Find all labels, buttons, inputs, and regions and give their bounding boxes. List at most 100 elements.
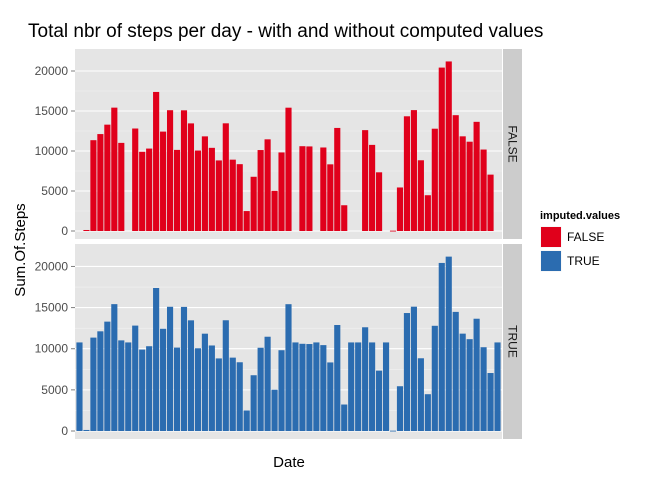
bar — [153, 287, 160, 431]
bar — [487, 373, 494, 431]
bar — [132, 128, 139, 231]
bar — [111, 304, 118, 431]
bar — [410, 110, 417, 231]
bar — [215, 358, 222, 431]
y-tick-label: 15000 — [35, 301, 69, 315]
bar — [160, 328, 167, 431]
bar — [139, 151, 146, 231]
bar — [438, 262, 445, 431]
bar — [180, 306, 188, 431]
bar — [480, 149, 487, 231]
bar — [417, 160, 424, 231]
bar — [306, 146, 313, 231]
bar — [146, 148, 153, 231]
bar — [118, 142, 125, 231]
bar — [180, 110, 188, 231]
y-tick-label: 20000 — [35, 64, 69, 78]
bar — [229, 357, 236, 431]
bar — [278, 152, 285, 231]
y-axis-title: Sum.Of.Steps — [12, 203, 29, 296]
bar — [410, 306, 417, 431]
y-tick-label: 15000 — [35, 104, 69, 118]
bar — [424, 394, 431, 431]
bar — [306, 344, 313, 431]
bar — [445, 61, 452, 232]
bar — [132, 325, 139, 431]
bar — [76, 342, 83, 431]
panel-false: 0 5000 10000 15000 20000 FALSE — [35, 49, 522, 239]
bar — [257, 150, 264, 231]
bar — [118, 340, 125, 431]
bar — [173, 347, 181, 431]
chart-title: Total nbr of steps per day - with and wi… — [28, 21, 543, 42]
bar — [194, 348, 201, 431]
bar — [271, 190, 278, 231]
bar — [208, 147, 215, 231]
bar — [341, 205, 348, 231]
bar — [278, 350, 285, 431]
legend-swatch — [541, 227, 561, 247]
bar — [104, 321, 111, 431]
bar — [320, 345, 327, 431]
bar — [494, 342, 501, 431]
y-tick-label: 0 — [61, 224, 68, 238]
bar — [396, 187, 404, 231]
bar — [403, 116, 411, 231]
bar — [83, 429, 90, 431]
bar — [160, 131, 167, 231]
bar — [292, 342, 299, 431]
bar — [243, 410, 250, 431]
bar — [146, 346, 153, 431]
bar — [327, 362, 334, 431]
bar — [473, 318, 480, 431]
bar — [431, 325, 438, 431]
legend: FALSE TRUE — [539, 225, 604, 273]
y-tick-label: 5000 — [41, 184, 68, 198]
bar — [166, 110, 174, 231]
y-tick-label: 20000 — [35, 259, 69, 273]
bar — [201, 136, 208, 231]
bar — [487, 174, 494, 231]
bar — [271, 389, 278, 431]
bar — [139, 349, 146, 431]
bar — [187, 320, 195, 431]
bar — [320, 147, 327, 231]
bar — [257, 347, 264, 431]
bar — [362, 130, 369, 231]
bar — [417, 358, 424, 431]
bar — [166, 306, 174, 431]
bar — [229, 159, 236, 231]
bar — [299, 343, 306, 431]
bar — [341, 404, 348, 431]
bar — [243, 211, 250, 231]
bar — [299, 146, 306, 231]
bar — [327, 164, 334, 231]
bar — [459, 333, 466, 431]
bar — [83, 229, 90, 231]
bar — [201, 333, 208, 431]
x-axis-title: Date — [273, 454, 305, 471]
bar — [466, 141, 473, 231]
bar — [389, 430, 397, 432]
facet-strip-label: FALSE — [506, 125, 520, 162]
bar — [222, 320, 229, 431]
bar — [348, 342, 355, 431]
y-tick-label: 0 — [61, 424, 68, 438]
bar — [369, 342, 376, 431]
bar — [334, 325, 341, 431]
legend-label: FALSE — [567, 230, 604, 244]
facet-strip — [503, 244, 522, 439]
bar — [382, 342, 390, 431]
bar — [236, 362, 243, 431]
y-tick-label: 10000 — [35, 342, 69, 356]
bar — [438, 67, 445, 231]
bar — [396, 386, 404, 431]
bar — [369, 144, 376, 231]
bar — [452, 311, 459, 431]
y-tick-label: 5000 — [41, 383, 68, 397]
panel-true: 0 5000 10000 15000 20000 TRUE — [35, 244, 522, 439]
bar — [215, 160, 222, 231]
bar — [445, 256, 452, 431]
bar — [264, 139, 271, 231]
y-tick-label: 10000 — [35, 144, 69, 158]
